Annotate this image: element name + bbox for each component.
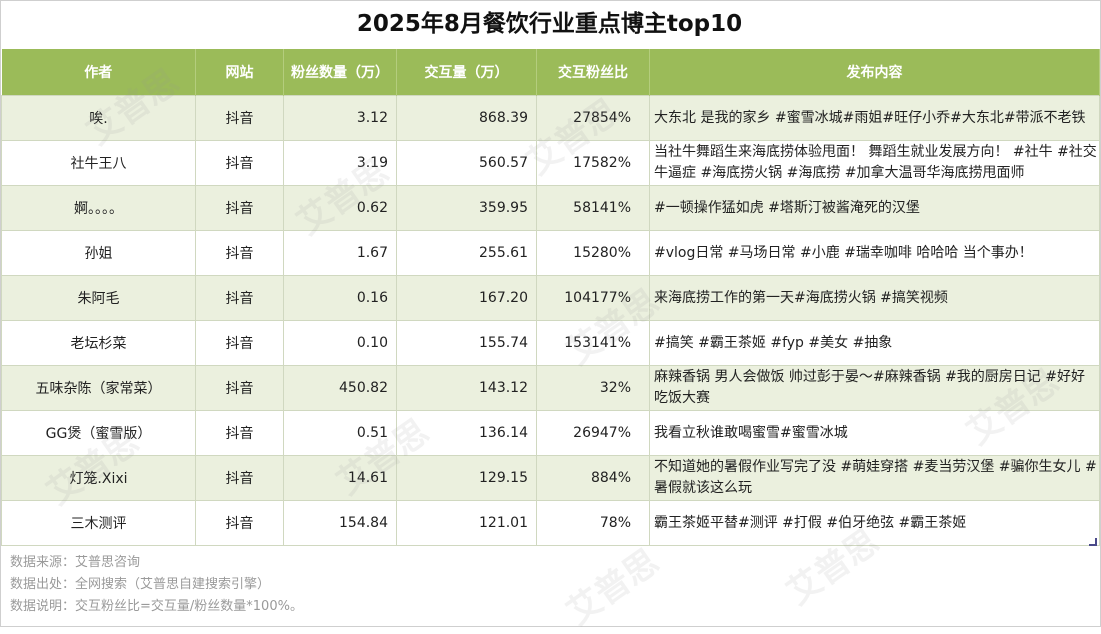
footer-note: 数据说明：交互粉丝比=交互量/粉丝数量*100%。 [10,599,303,614]
fans-cell: 0.10 [283,320,397,366]
fans-cell: 450.82 [283,365,397,411]
fans-cell: 3.19 [283,140,397,186]
fans-cell: 14.61 [283,455,397,501]
ratio-cell: 26947% [536,410,650,456]
ratio-cell: 32% [536,365,650,411]
content-cell: 来海底捞工作的第一天#海底捞火锅 #搞笑视频 [649,275,1100,321]
table-row: 五味杂陈（家常菜） 抖音 450.82 143.12 32% 麻辣香锅 男人会做… [1,365,1100,411]
author-cell: 老坛杉菜 [1,320,196,366]
ratio-cell: 17582% [536,140,650,186]
table-header-row: 作者 网站 粉丝数量（万） 交互量（万） 交互粉丝比 发布内容 [1,49,1100,96]
footer-notes: 数据来源：艾普思咨询 数据出处：全网搜索（艾普思自建搜索引擎） 数据说明：交互粉… [10,552,303,618]
ratio-cell: 78% [536,500,650,546]
site-cell: 抖音 [195,410,284,456]
site-cell: 抖音 [195,365,284,411]
header-interactions: 交互量（万） [396,49,537,96]
author-cell: 孙姐 [1,230,196,276]
table-row: 孙姐 抖音 1.67 255.61 15280% #vlog日常 #马场日常 #… [1,230,1100,276]
table-row: 唉. 抖音 3.12 868.39 27854% 大东北 是我的家乡 #蜜雪冰城… [1,95,1100,141]
table-row: 灯笼.Xixi 抖音 14.61 129.15 884% 不知道她的暑假作业写完… [1,455,1100,501]
author-cell: 朱阿毛 [1,275,196,321]
site-cell: 抖音 [195,455,284,501]
header-content: 发布内容 [649,49,1100,96]
author-cell: GG煲（蜜雪版） [1,410,196,456]
site-cell: 抖音 [195,140,284,186]
site-cell: 抖音 [195,230,284,276]
interactions-cell: 868.39 [396,95,537,141]
header-ratio: 交互粉丝比 [536,49,650,96]
content-cell: 我看立秋谁敢喝蜜雪#蜜雪冰城 [649,410,1100,456]
table-row: 朱阿毛 抖音 0.16 167.20 104177% 来海底捞工作的第一天#海底… [1,275,1100,321]
ratio-cell: 58141% [536,185,650,231]
author-cell: 三木测评 [1,500,196,546]
content-cell: #一顿操作猛如虎 #塔斯汀被酱淹死的汉堡 [649,185,1100,231]
content-cell: 霸王茶姬平替#测评 #打假 #伯牙绝弦 #霸王茶姬 [649,500,1100,546]
ratio-cell: 153141% [536,320,650,366]
ratio-cell: 15280% [536,230,650,276]
content-cell: 不知道她的暑假作业写完了没 #萌娃穿搭 #麦当劳汉堡 #骗你生女儿 #暑假就该这… [649,455,1100,501]
ratio-cell: 27854% [536,95,650,141]
header-fans: 粉丝数量（万） [283,49,397,96]
ratio-cell: 104177% [536,275,650,321]
resize-grip-icon[interactable] [1089,538,1097,546]
site-cell: 抖音 [195,275,284,321]
author-cell: 灯笼.Xixi [1,455,196,501]
fans-cell: 3.12 [283,95,397,141]
table-row: 三木测评 抖音 154.84 121.01 78% 霸王茶姬平替#测评 #打假 … [1,500,1100,546]
interactions-cell: 560.57 [396,140,537,186]
fans-cell: 0.62 [283,185,397,231]
content-cell: 麻辣香锅 男人会做饭 帅过彭于晏～#麻辣香锅 #我的厨房日记 #好好吃饭大赛 [649,365,1100,411]
site-cell: 抖音 [195,500,284,546]
page-title: 2025年8月餐饮行业重点博主top10 [356,11,743,37]
interactions-cell: 167.20 [396,275,537,321]
fans-cell: 0.51 [283,410,397,456]
table-row: 社牛王八 抖音 3.19 560.57 17582% 当社牛舞蹈生来海底捞体验甩… [1,140,1100,186]
ratio-cell: 884% [536,455,650,501]
table-row: 老坛杉菜 抖音 0.10 155.74 153141% #搞笑 #霸王茶姬 #f… [1,320,1100,366]
author-cell: 婀。。。。 [1,185,196,231]
content-cell: #搞笑 #霸王茶姬 #fyp #美女 #抽象 [649,320,1100,366]
footer-origin: 数据出处：全网搜索（艾普思自建搜索引擎） [10,577,271,592]
content-cell: 当社牛舞蹈生来海底捞体验甩面！ 舞蹈生就业发展方向！ #社牛 #社交牛逼症 #海… [649,140,1100,186]
interactions-cell: 359.95 [396,185,537,231]
author-cell: 唉. [1,95,196,141]
header-site: 网站 [195,49,284,96]
interactions-cell: 143.12 [396,365,537,411]
interactions-cell: 121.01 [396,500,537,546]
fans-cell: 154.84 [283,500,397,546]
interactions-cell: 129.15 [396,455,537,501]
footer-source: 数据来源：艾普思咨询 [10,555,141,570]
interactions-cell: 255.61 [396,230,537,276]
interactions-cell: 136.14 [396,410,537,456]
fans-cell: 1.67 [283,230,397,276]
content-cell: 大东北 是我的家乡 #蜜雪冰城#雨姐#旺仔小乔#大东北#带派不老铁 [649,95,1100,141]
interactions-cell: 155.74 [396,320,537,366]
blogger-table: 作者 网站 粉丝数量（万） 交互量（万） 交互粉丝比 发布内容 唉. 抖音 3.… [1,49,1100,546]
table-row: 婀。。。。 抖音 0.62 359.95 58141% #一顿操作猛如虎 #塔斯… [1,185,1100,231]
author-cell: 五味杂陈（家常菜） [1,365,196,411]
content-cell: #vlog日常 #马场日常 #小鹿 #瑞幸咖啡 哈哈哈 当个事办！ [649,230,1100,276]
author-cell: 社牛王八 [1,140,196,186]
table-row: GG煲（蜜雪版） 抖音 0.51 136.14 26947% 我看立秋谁敢喝蜜雪… [1,410,1100,456]
site-cell: 抖音 [195,95,284,141]
site-cell: 抖音 [195,185,284,231]
header-author: 作者 [1,49,196,96]
fans-cell: 0.16 [283,275,397,321]
site-cell: 抖音 [195,320,284,366]
